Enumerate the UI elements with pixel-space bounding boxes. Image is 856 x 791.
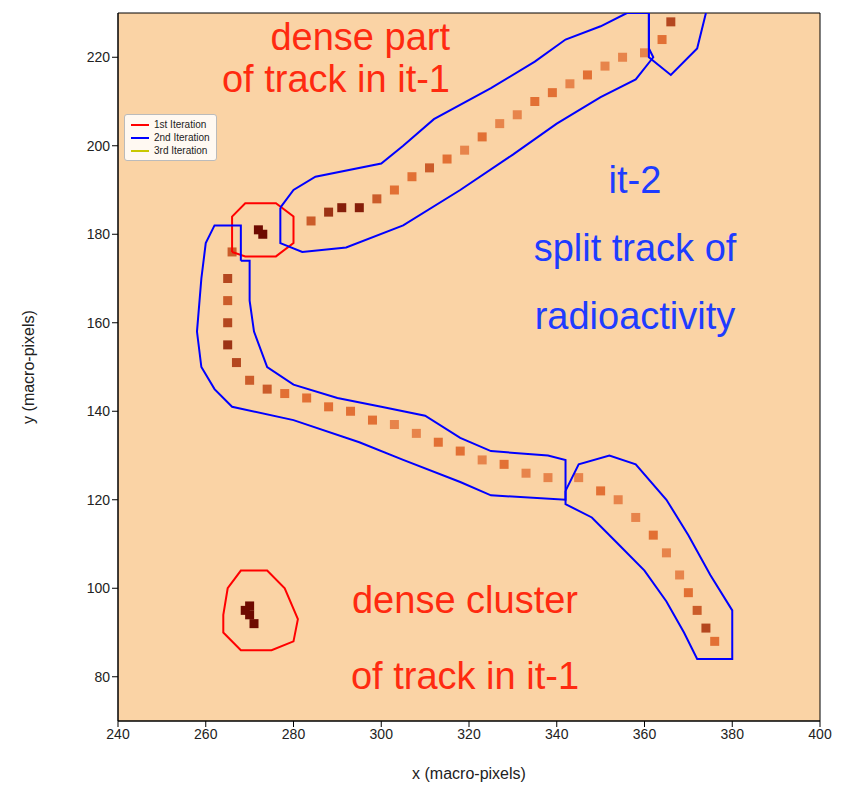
svg-text:100: 100 — [87, 580, 111, 596]
svg-text:160: 160 — [87, 315, 111, 331]
html-text:split track of: split track of — [533, 227, 737, 269]
html-text:of track in it-1: of track in it-1 — [351, 655, 579, 697]
svg-text:400: 400 — [808, 726, 832, 742]
html-text:3rd Iteration: 3rd Iteration — [154, 145, 208, 156]
svg-text:220: 220 — [87, 49, 111, 65]
svg-text:380: 380 — [721, 726, 745, 742]
svg-text:240: 240 — [106, 726, 130, 742]
svg-text:260: 260 — [194, 726, 218, 742]
html-text:of track in it-1: of track in it-1 — [221, 58, 450, 100]
svg-text:300: 300 — [370, 726, 394, 742]
svg-text:280: 280 — [282, 726, 306, 742]
svg-text:120: 120 — [87, 492, 111, 508]
html-text:2nd Iteration: 2nd Iteration — [154, 132, 210, 143]
svg-text:y (macro-pixels): y (macro-pixels) — [20, 310, 37, 424]
svg-text:360: 360 — [633, 726, 657, 742]
html-text:it-2: it-2 — [608, 159, 662, 201]
svg-text:180: 180 — [87, 226, 111, 242]
svg-text:140: 140 — [87, 403, 111, 419]
html-text:dense part: dense part — [270, 16, 450, 58]
svg-text:x (macro-pixels): x (macro-pixels) — [412, 765, 526, 782]
svg-text:200: 200 — [87, 138, 111, 154]
svg-text:80: 80 — [94, 669, 110, 685]
svg-text:320: 320 — [457, 726, 481, 742]
html-text:1st Iteration: 1st Iteration — [154, 119, 207, 130]
svg-text:340: 340 — [545, 726, 569, 742]
html-text:radioactivity: radioactivity — [534, 295, 736, 337]
html-text:dense cluster: dense cluster — [352, 579, 578, 621]
